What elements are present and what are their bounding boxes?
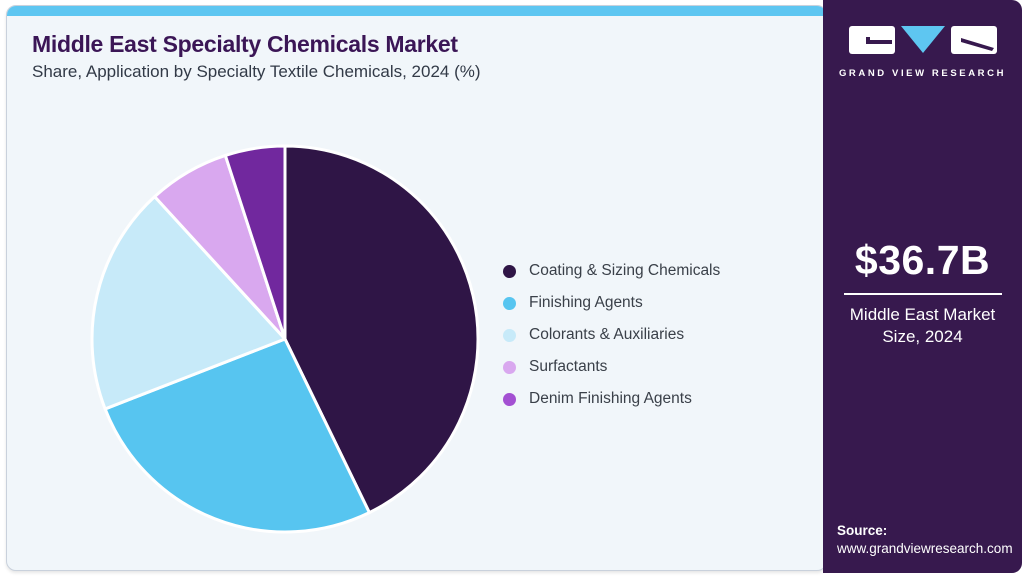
- market-size-value: $36.7B: [854, 237, 991, 283]
- legend-item: Denim Finishing Agents: [503, 383, 720, 415]
- source-block: Source: www.grandviewresearch.com: [837, 523, 1013, 556]
- pie-chart: [90, 144, 480, 534]
- market-size-caption-line2: Size, 2024: [882, 327, 963, 347]
- market-size-block: $36.7B Middle East Market Size, 2024: [823, 237, 1022, 349]
- legend-label: Finishing Agents: [529, 294, 643, 311]
- legend-dot-icon: [503, 392, 516, 406]
- market-size-caption-line1: Middle East Market: [849, 305, 996, 324]
- legend-dot-icon: [503, 360, 516, 374]
- legend-item: Coating & Sizing Chemicals: [503, 255, 720, 287]
- page-title: Middle East Specialty Chemicals Market: [32, 31, 458, 57]
- legend-item: Surfactants: [503, 351, 720, 383]
- pie-slice: [90, 195, 287, 411]
- top-accent-bar: [7, 6, 826, 16]
- legend-label: Coating & Sizing Chemicals: [529, 262, 721, 279]
- chart-legend: Coating & Sizing Chemicals Finishing Agen…: [503, 255, 720, 415]
- pie-slice: [103, 337, 371, 534]
- brand-logo: GRAND VIEW RESEARCH: [823, 26, 1022, 79]
- chart-card: Middle East Specialty Chemicals Market S…: [6, 5, 827, 571]
- legend-label: Denim Finishing Agents: [529, 390, 692, 407]
- legend-dot-icon: [503, 328, 516, 342]
- gvr-logo-icon: [848, 26, 997, 61]
- pie-slice: [283, 144, 480, 515]
- legend-label: Colorants & Auxiliaries: [529, 326, 685, 343]
- source-label: Source:: [837, 523, 888, 538]
- legend-item: Colorants & Auxiliaries: [503, 319, 720, 351]
- legend-dot-icon: [503, 296, 516, 310]
- source-url-link[interactable]: www.grandviewresearch.com: [837, 541, 1013, 556]
- legend-item: Finishing Agents: [503, 287, 720, 319]
- market-size-caption: Middle East Market Size, 2024: [823, 304, 1022, 349]
- legend-dot-icon: [503, 264, 516, 278]
- legend-label: Surfactants: [529, 358, 608, 375]
- brand-sidebar: GRAND VIEW RESEARCH $36.7B Middle East M…: [823, 0, 1022, 573]
- brand-logo-text: GRAND VIEW RESEARCH: [838, 68, 1007, 79]
- pie-chart-container: [79, 133, 491, 545]
- pie-slice: [223, 144, 287, 341]
- market-size-divider: [843, 293, 1002, 295]
- page-subtitle: Share, Application by Specialty Textile …: [32, 62, 481, 81]
